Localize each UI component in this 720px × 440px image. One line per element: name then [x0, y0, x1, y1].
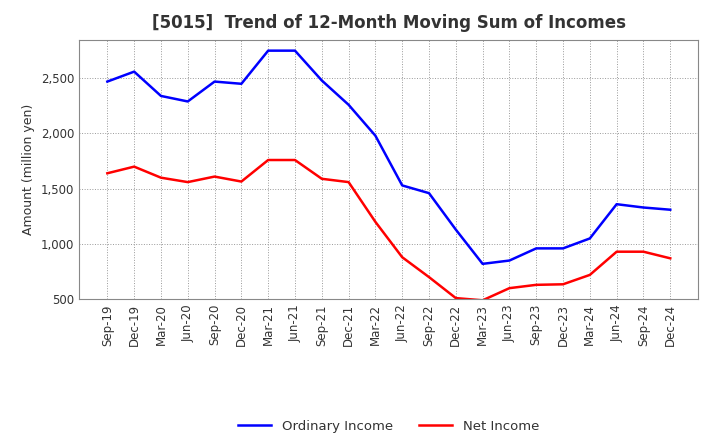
- Net Income: [425, 275, 433, 280]
- Ordinary Income: [210, 79, 219, 84]
- Net Income: [184, 180, 192, 185]
- Ordinary Income: [505, 258, 514, 263]
- Net Income: [478, 298, 487, 303]
- Net Income: [344, 180, 353, 185]
- Net Income: [318, 176, 326, 181]
- Net Income: [585, 272, 594, 278]
- Ordinary Income: [264, 48, 272, 53]
- Ordinary Income: [103, 79, 112, 84]
- Net Income: [666, 256, 675, 261]
- Net Income: [210, 174, 219, 179]
- Net Income: [130, 164, 138, 169]
- Ordinary Income: [398, 183, 407, 188]
- Net Income: [612, 249, 621, 254]
- Net Income: [157, 175, 166, 180]
- Ordinary Income: [451, 227, 460, 232]
- Ordinary Income: [130, 69, 138, 74]
- Ordinary Income: [666, 207, 675, 213]
- Net Income: [291, 158, 300, 163]
- Net Income: [103, 171, 112, 176]
- Ordinary Income: [291, 48, 300, 53]
- Ordinary Income: [157, 93, 166, 99]
- Ordinary Income: [478, 261, 487, 267]
- Y-axis label: Amount (million yen): Amount (million yen): [22, 104, 35, 235]
- Ordinary Income: [532, 246, 541, 251]
- Net Income: [559, 282, 567, 287]
- Net Income: [505, 286, 514, 291]
- Ordinary Income: [425, 191, 433, 196]
- Ordinary Income: [585, 236, 594, 241]
- Ordinary Income: [344, 102, 353, 107]
- Ordinary Income: [559, 246, 567, 251]
- Ordinary Income: [612, 202, 621, 207]
- Net Income: [451, 295, 460, 301]
- Ordinary Income: [371, 133, 379, 138]
- Net Income: [398, 255, 407, 260]
- Line: Ordinary Income: Ordinary Income: [107, 51, 670, 264]
- Ordinary Income: [237, 81, 246, 86]
- Net Income: [371, 219, 379, 224]
- Legend: Ordinary Income, Net Income: Ordinary Income, Net Income: [233, 415, 544, 438]
- Line: Net Income: Net Income: [107, 160, 670, 301]
- Net Income: [237, 179, 246, 184]
- Ordinary Income: [184, 99, 192, 104]
- Net Income: [264, 158, 272, 163]
- Ordinary Income: [318, 78, 326, 83]
- Net Income: [532, 282, 541, 287]
- Title: [5015]  Trend of 12-Month Moving Sum of Incomes: [5015] Trend of 12-Month Moving Sum of I…: [152, 15, 626, 33]
- Net Income: [639, 249, 648, 254]
- Ordinary Income: [639, 205, 648, 210]
